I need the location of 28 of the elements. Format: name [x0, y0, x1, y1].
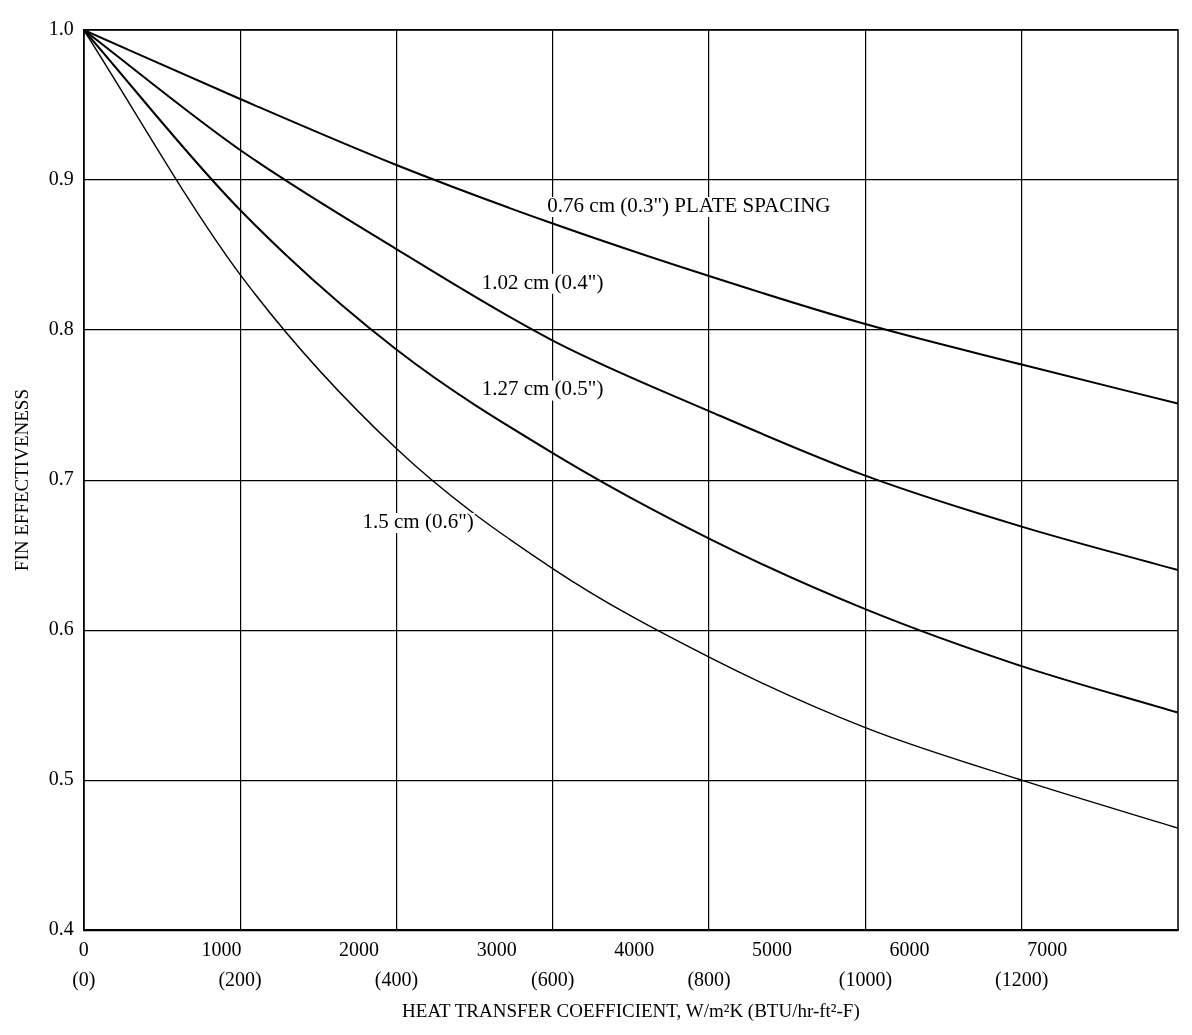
x2-tick-label: (800): [687, 968, 731, 992]
y-tick-label: 1.0: [48, 17, 74, 40]
x-axis-title: HEAT TRANSFER COEFFICIENT, W/m²K (BTU/hr-ft²-F): [402, 999, 860, 1022]
y-tick-label: 0.6: [48, 617, 74, 640]
y-axis-title: FIN EFFECTIVENESS: [11, 389, 33, 572]
x2-tick-label: (1000): [838, 968, 893, 992]
series-label: 1.02 cm (0.4"): [481, 269, 604, 294]
series-label: 0.76 cm (0.3") PLATE SPACING: [547, 193, 831, 218]
y-tick-label: 0.4: [48, 917, 74, 940]
y-tick-label: 0.8: [48, 317, 74, 340]
x2-tick-label: (200): [218, 968, 262, 992]
x2-tick-label: (0): [72, 968, 96, 992]
series-label: 1.5 cm (0.6"): [362, 509, 474, 534]
x-tick-label: 0: [78, 938, 89, 961]
x-tick-label: 5000: [751, 938, 792, 961]
y-tick-label: 0.7: [48, 467, 74, 490]
x-tick-label: 3000: [476, 938, 517, 961]
x2-tick-label: (600): [531, 968, 575, 992]
x-tick-label: 1000: [201, 938, 242, 961]
x2-tick-label: (1200): [995, 968, 1049, 992]
x2-tick-label: (400): [374, 968, 419, 992]
y-tick-label: 0.5: [48, 767, 74, 790]
x-tick-label: 6000: [889, 938, 930, 961]
x-tick-label: 7000: [1027, 938, 1068, 961]
y-tick-label: 0.9: [48, 167, 74, 190]
x-tick-label: 2000: [339, 938, 380, 961]
series-label: 1.27 cm (0.5"): [481, 376, 604, 401]
x-tick-label: 4000: [614, 938, 655, 961]
